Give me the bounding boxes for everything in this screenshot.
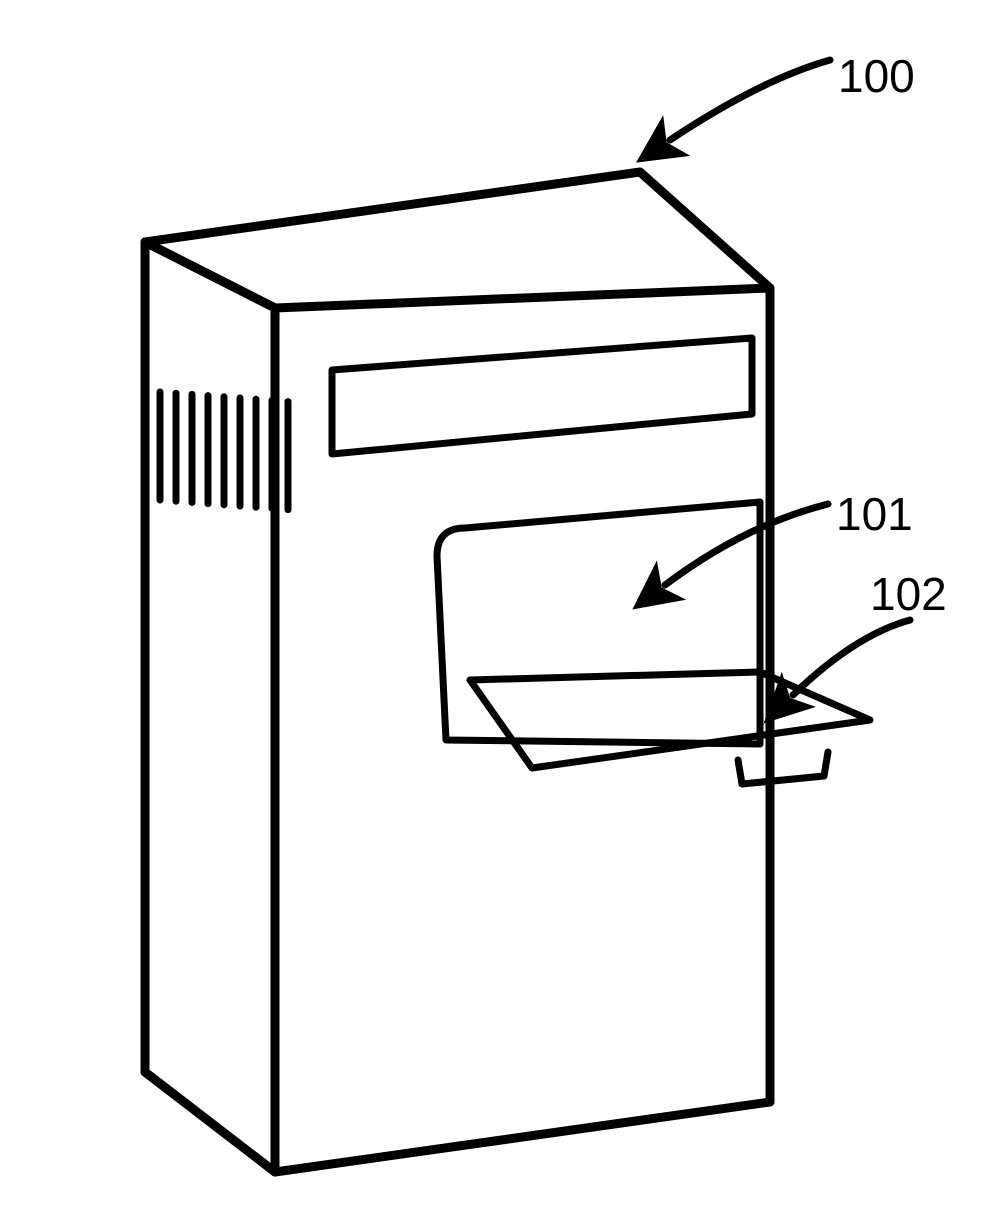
label-101: 101	[836, 488, 913, 540]
label-100: 100	[838, 50, 915, 102]
label-102: 102	[870, 568, 947, 620]
